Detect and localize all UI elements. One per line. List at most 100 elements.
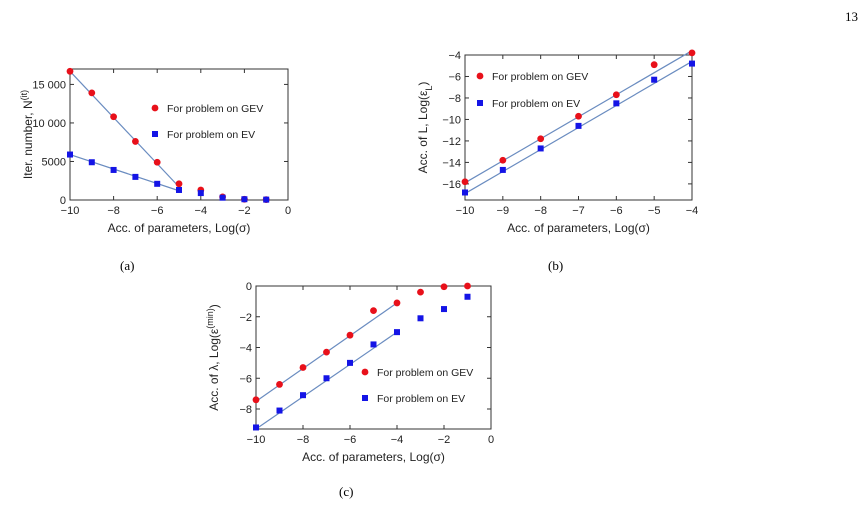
x-tick-label: −6 — [610, 205, 623, 217]
legend-marker-ev — [362, 395, 368, 401]
plot-frame — [69, 68, 289, 201]
gev-point — [537, 135, 545, 143]
x-tick-label: −4 — [686, 205, 699, 217]
y-tick-label: −6 — [448, 71, 461, 83]
x-tick-label: −6 — [344, 434, 357, 446]
fit-line — [69, 153, 180, 192]
y-tick-label: −8 — [448, 93, 461, 105]
x-tick-label: −8 — [107, 205, 120, 217]
x-tick-label: −4 — [391, 434, 404, 446]
chart-c: −10 −8 −6 −4 −2 0 −8 −6 −4 −2 0 Acc. of parameters,… — [205, 281, 494, 464]
gev-point — [252, 396, 260, 404]
gev-point — [88, 89, 96, 97]
legend-marker-gev — [151, 104, 159, 112]
x-tick-label: −10 — [247, 434, 266, 446]
ev-point — [537, 145, 544, 152]
gev-point — [153, 158, 161, 166]
x-tick-label: −8 — [534, 205, 547, 217]
x-tick-label: −4 — [195, 205, 208, 217]
x-tick-label: −10 — [456, 205, 475, 217]
ev-point — [300, 392, 306, 399]
y-tick-label: −8 — [239, 404, 252, 416]
caption-b: (b) — [548, 258, 564, 273]
y-tick-label: 10 000 — [32, 118, 66, 130]
ev-point — [499, 166, 506, 173]
gev-point — [393, 299, 401, 307]
ev-point — [323, 375, 330, 382]
y-axis-label: Acc. of λ, Log(ε(min)) — [205, 304, 221, 411]
x-axis-label: Acc. of parameters, Log(σ) — [507, 221, 650, 235]
ev-point — [88, 159, 95, 166]
gev-point — [650, 61, 658, 69]
x-tick-label: 0 — [488, 434, 494, 446]
ev-point — [276, 407, 283, 414]
page-number: 13 — [845, 9, 858, 24]
ev-point — [651, 76, 658, 83]
ev-point — [197, 190, 204, 197]
legend-marker-gev — [361, 368, 369, 376]
ev-point — [575, 122, 582, 129]
x-tick-label: −2 — [238, 205, 251, 217]
gev-point — [276, 381, 283, 388]
ev-point — [154, 180, 161, 187]
legend-marker-ev — [477, 100, 483, 106]
gev-point — [688, 49, 696, 57]
legend-label: For problem on GEV — [492, 71, 588, 83]
x-tick-label: −7 — [572, 205, 585, 217]
ev-point — [347, 359, 353, 366]
y-axis-label: Acc. of L, Log(εL) — [416, 82, 434, 174]
ev-point — [370, 341, 377, 348]
y-tick-label: −12 — [442, 136, 461, 148]
gev-point — [575, 112, 582, 120]
legend-label: For problem on GEV — [377, 367, 473, 379]
gev-point — [346, 331, 354, 339]
x-tick-label: −10 — [61, 205, 80, 217]
gev-point — [464, 282, 471, 290]
y-tick-label: 0 — [60, 195, 66, 207]
y-tick-label: 15 000 — [32, 79, 66, 91]
x-tick-label: 0 — [285, 205, 291, 217]
legend-marker-ev — [152, 131, 158, 137]
ev-point — [462, 189, 468, 196]
y-tick-label: 0 — [246, 281, 252, 293]
gev-point — [299, 364, 307, 371]
gev-point — [323, 348, 330, 356]
y-tick-label: −6 — [239, 373, 252, 385]
y-tick-label: −10 — [442, 114, 461, 126]
y-tick-label: −16 — [442, 179, 461, 191]
x-tick-label: −8 — [297, 434, 310, 446]
ev-point — [241, 196, 248, 203]
figure-panel-b: −10 −9 −8 −7 −6 −5 −4 −16 −14 −12 −10 −8 −6 −4 Acc. of… — [400, 48, 710, 248]
ev-point — [67, 151, 73, 158]
y-tick-label: −4 — [448, 50, 461, 62]
ev-point — [219, 194, 226, 201]
gev-point — [499, 156, 507, 164]
ev-point — [176, 186, 182, 193]
gev-point — [417, 288, 424, 296]
legend-label: For problem on EV — [377, 393, 465, 405]
ev-point — [464, 293, 471, 300]
gev-point — [440, 283, 448, 291]
ev-point — [110, 166, 117, 173]
gev-point — [175, 180, 183, 188]
gev-point — [132, 138, 139, 145]
x-tick-label: −6 — [151, 205, 164, 217]
legend-marker-gev — [476, 72, 484, 80]
y-tick-label: 5000 — [42, 156, 66, 168]
y-tick-label: −4 — [239, 343, 252, 355]
gev-point — [612, 91, 620, 99]
x-axis-label: Acc. of parameters, Log(σ) — [302, 450, 445, 464]
x-axis-label: Acc. of parameters, Log(σ) — [108, 221, 251, 235]
ev-point — [132, 173, 139, 180]
chart-b: −10 −9 −8 −7 −6 −5 −4 −16 −14 −12 −10 −8 −6 −4 Acc. of… — [416, 49, 699, 235]
ev-point — [613, 100, 620, 107]
ev-point — [441, 306, 447, 313]
y-tick-label: −2 — [239, 312, 252, 324]
gev-point — [66, 67, 74, 75]
legend-label: For problem on EV — [492, 98, 580, 110]
fit-line — [69, 70, 180, 188]
gev-point — [461, 178, 469, 186]
ev-point — [394, 329, 400, 336]
gev-point — [110, 113, 117, 121]
x-tick-label: −5 — [648, 205, 661, 217]
